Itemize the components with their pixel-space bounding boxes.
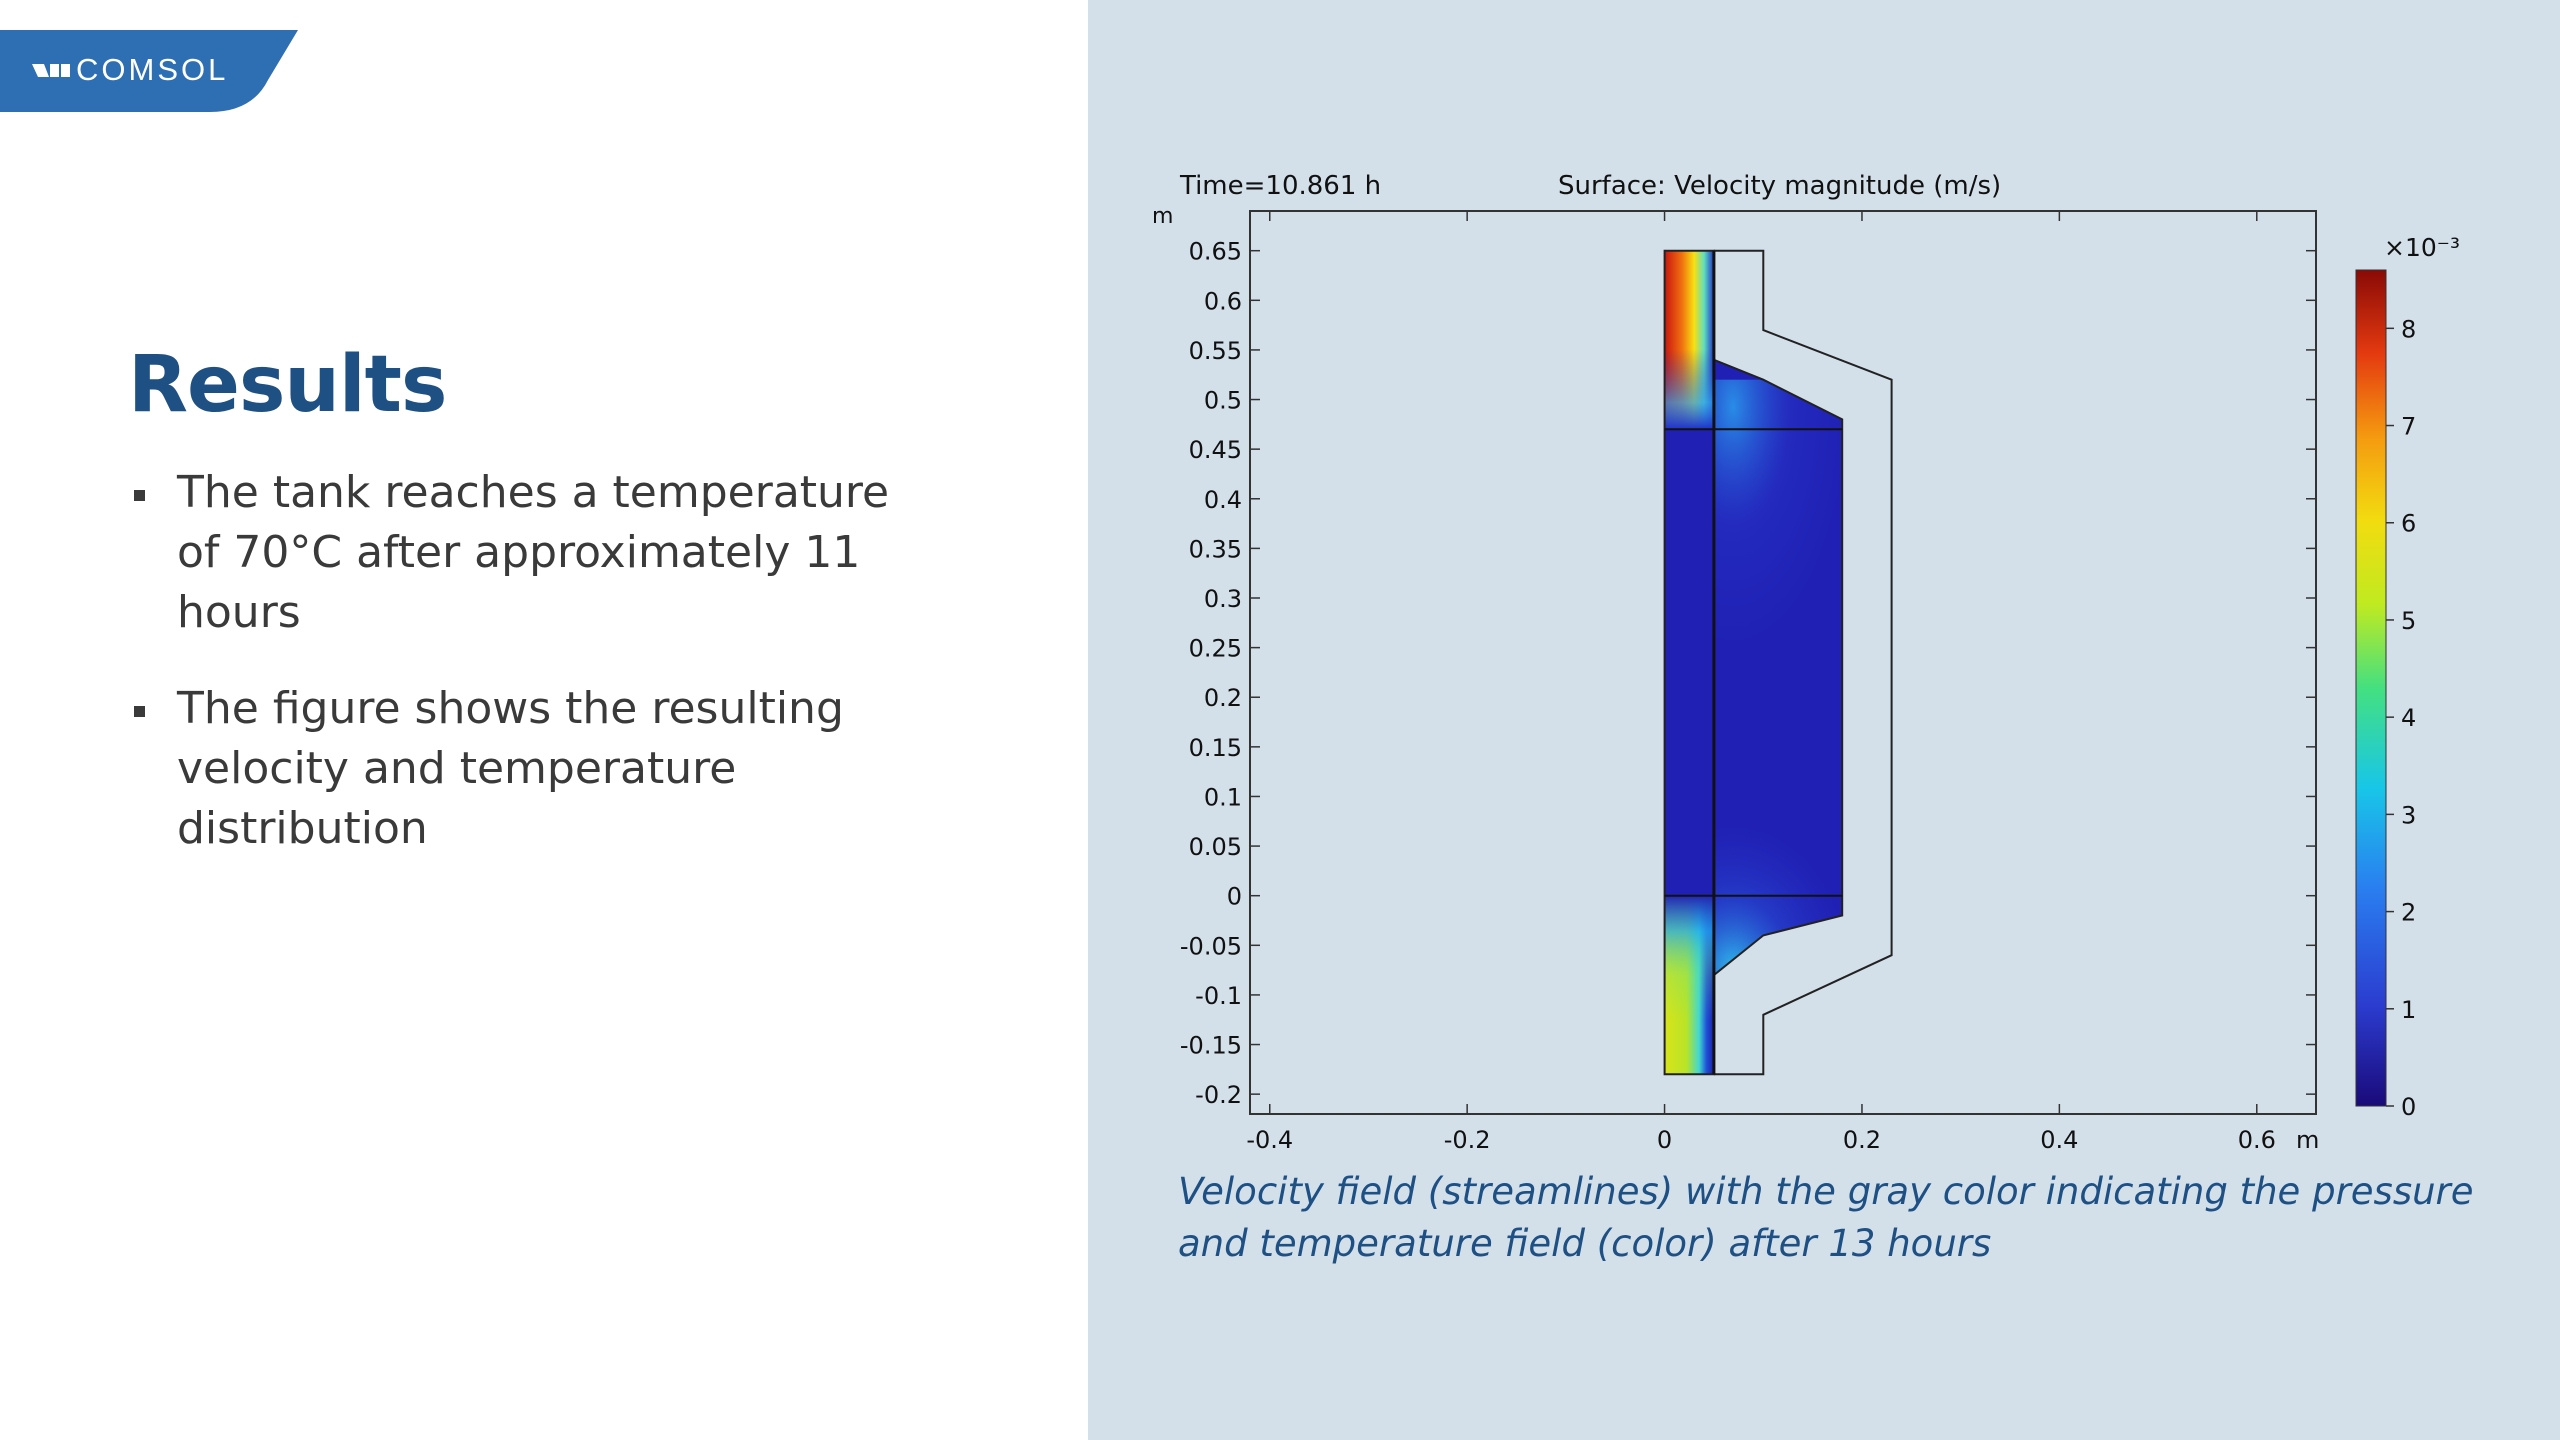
y-tick-label: 0.35 <box>1189 535 1242 563</box>
colorbar-tick-label: 1 <box>2401 996 2416 1024</box>
y-axis-ticks: 0.65 0.6 0.55 0.5 0.45 0.4 0.35 0.3 0.25 0.2 0.15 0… <box>1180 238 2316 1109</box>
figure-caption: Velocity field (streamlines) with the gr… <box>1178 1170 2474 1265</box>
velocity-field <box>1664 250 1843 1075</box>
bullet-text: The tank reaches a temperature of 70°C a… <box>177 467 890 638</box>
square-bullet-icon <box>134 706 145 717</box>
plot-frame <box>1249 210 2317 1115</box>
x-axis-unit: m <box>2296 1126 2319 1154</box>
surface-label: Surface: Velocity magnitude (m/s) <box>1558 171 2001 201</box>
top-channel-fade <box>1664 250 1714 430</box>
x-tick-label: 0 <box>1657 1126 1672 1154</box>
square-bullet-icon <box>134 490 145 501</box>
y-tick-label: 0.65 <box>1189 238 1242 266</box>
colorbar-ticks: 0 1 2 3 4 5 6 7 8 <box>2386 315 2416 1121</box>
colorbar-tick-label: 0 <box>2401 1093 2416 1121</box>
y-tick-label: -0.05 <box>1180 932 1242 960</box>
y-axis-unit: m <box>1152 204 1173 229</box>
y-tick-label: -0.1 <box>1195 982 1242 1010</box>
x-tick-label: -0.2 <box>1444 1126 1491 1154</box>
y-tick-label: 0.4 <box>1204 486 1242 514</box>
y-tick-label: 0.3 <box>1204 585 1242 613</box>
x-tick-label: 0.2 <box>1843 1126 1881 1154</box>
colorbar-tick-label: 3 <box>2401 801 2416 829</box>
bullet-item: The figure shows the resulting velocity … <box>130 679 930 859</box>
comsol-logo <box>0 30 298 112</box>
colorbar-tick-label: 8 <box>2401 315 2416 343</box>
colorbar-exponent: ×10⁻³ <box>2384 233 2460 262</box>
comsol-logo-icon <box>32 64 70 77</box>
colorbar <box>2355 269 2387 1107</box>
y-tick-label: 0.25 <box>1189 635 1242 663</box>
bullet-list: The tank reaches a temperature of 70°C a… <box>130 463 930 895</box>
y-tick-label: 0.55 <box>1189 337 1242 365</box>
y-tick-label: -0.15 <box>1180 1032 1242 1060</box>
time-label: Time=10.861 h <box>1179 171 1381 201</box>
x-tick-label: 0.4 <box>2040 1126 2078 1154</box>
colorbar-tick-label: 7 <box>2401 413 2416 441</box>
tank-wall-outline <box>1713 249 1893 1076</box>
y-tick-label: 0.45 <box>1189 436 1242 464</box>
slide-title: Results <box>128 340 447 430</box>
velocity-plot: Time=10.861 h Surface: Velocity magnitud… <box>1152 171 2460 1154</box>
y-tick-label: 0.05 <box>1189 833 1242 861</box>
x-axis-ticks: -0.4 -0.2 0 0.2 0.4 0.6 <box>1246 211 2276 1154</box>
colorbar-tick-label: 4 <box>2401 704 2416 732</box>
slide-text-panel: COMSOL Results The tank reaches a temper… <box>0 0 1088 1440</box>
y-tick-label: 0 <box>1227 883 1242 911</box>
colorbar-tick-label: 2 <box>2401 899 2416 927</box>
x-tick-label: 0.6 <box>2238 1126 2276 1154</box>
y-tick-label: 0.6 <box>1204 287 1242 315</box>
y-tick-label: 0.5 <box>1204 387 1242 415</box>
bottom-channel-fade <box>1664 895 1714 1075</box>
comsol-logo-text: COMSOL <box>76 52 229 87</box>
y-tick-label: 0.1 <box>1204 783 1242 811</box>
colorbar-tick-label: 6 <box>2401 510 2416 538</box>
y-tick-label: 0.15 <box>1189 734 1242 762</box>
top-bulge-flow <box>1713 379 1843 648</box>
figure-panel: Time=10.861 h Surface: Velocity magnitud… <box>1088 0 2560 1440</box>
x-tick-label: -0.4 <box>1246 1126 1293 1154</box>
bullet-text: The figure shows the resulting velocity … <box>177 683 844 854</box>
y-tick-label: 0.2 <box>1204 684 1242 712</box>
colorbar-tick-label: 5 <box>2401 607 2416 635</box>
bullet-item: The tank reaches a temperature of 70°C a… <box>130 463 930 643</box>
interface-lines <box>1664 428 1843 897</box>
y-tick-label: -0.2 <box>1195 1081 1242 1109</box>
